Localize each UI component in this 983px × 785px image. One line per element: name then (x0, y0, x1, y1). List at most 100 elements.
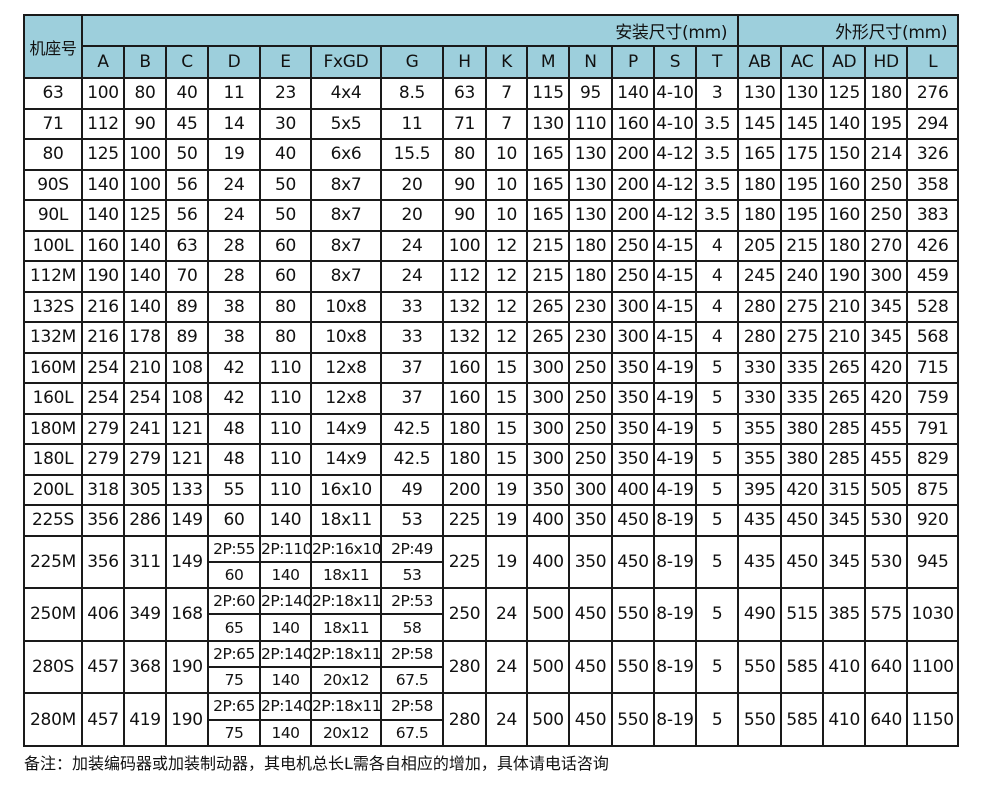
table-cell: 30 (259, 107, 312, 140)
table-cell: 210 (123, 351, 167, 384)
table-cell: 349 (123, 587, 167, 642)
table-cell: 265 (526, 290, 570, 323)
table-cell: 4 (694, 321, 740, 354)
table-cell: 4 (694, 229, 740, 262)
table-cell: 4-12 (653, 168, 697, 201)
table-cell: 345 (864, 290, 909, 323)
table-cell: 225 (442, 504, 487, 537)
table-cell: 459 (906, 260, 960, 293)
table-cell: 15 (485, 443, 528, 476)
table-cell: 125 (822, 77, 867, 110)
table-cell: 110 (259, 412, 312, 445)
table-cell: 250 (568, 412, 613, 445)
table-cell: 60 (207, 560, 261, 590)
table-cell: 254 (81, 382, 125, 415)
table-cell: 250 (864, 199, 909, 232)
table-cell: 12 (485, 260, 528, 293)
table-cell: 33 (380, 321, 444, 354)
table-cell: 350 (611, 351, 655, 384)
table-cell: 20x12 (310, 718, 382, 747)
table-cell: 165 (526, 138, 570, 171)
table-cell: 276 (906, 77, 960, 110)
table-cell: 305 (123, 473, 167, 506)
frame-cell: 132M (23, 321, 83, 354)
table-cell: 140 (259, 560, 312, 590)
table-cell: 24 (207, 168, 261, 201)
table-row: 160L 254 254 108 42 110 12x8 37 160 15 300 250 350 4-… (23, 382, 960, 415)
table-cell: 450 (568, 692, 613, 747)
table-cell: 140 (822, 107, 867, 140)
table-cell: 250 (611, 260, 655, 293)
two-pole-cell: 2P:55 (207, 534, 261, 563)
table-cell: 50 (165, 138, 209, 171)
table-cell: 11 (380, 107, 444, 140)
table-cell: 350 (526, 473, 570, 506)
frame-cell: 280S (23, 639, 83, 695)
table-cell: 1100 (906, 639, 960, 695)
table-cell: 140 (259, 665, 312, 695)
table-cell: 165 (737, 138, 783, 171)
table-cell: 100 (81, 77, 125, 110)
table-cell: 330 (737, 382, 783, 415)
column-header-t: T (694, 45, 740, 79)
table-cell: 18x11 (310, 613, 382, 642)
table-cell: 500 (526, 639, 570, 695)
table-cell: 130 (568, 138, 613, 171)
table-cell: 3.5 (694, 199, 740, 232)
table-cell: 1030 (906, 587, 960, 642)
table-cell: 4-15 (653, 290, 697, 323)
table-cell: 286 (123, 504, 167, 537)
table-cell: 37 (380, 382, 444, 415)
table-cell: 33 (380, 290, 444, 323)
table-cell: 250 (568, 443, 613, 476)
frame-cell: 225S (23, 504, 83, 537)
table-cell: 100 (123, 138, 167, 171)
table-cell: 265 (526, 321, 570, 354)
table-cell: 130 (568, 199, 613, 232)
table-cell: 515 (780, 587, 825, 642)
table-cell: 108 (165, 351, 209, 384)
table-cell: 4 (694, 290, 740, 323)
table-cell: 450 (611, 534, 655, 590)
table-cell: 5x5 (310, 107, 382, 140)
table-cell: 265 (822, 351, 867, 384)
two-pole-cell: 2P:140 (259, 587, 312, 616)
table-cell: 28 (207, 229, 261, 262)
column-header-g: G (380, 45, 444, 79)
table-cell: 265 (822, 382, 867, 415)
table-cell: 70 (165, 260, 209, 293)
table-cell: 530 (864, 534, 909, 590)
table-cell: 19 (485, 534, 528, 590)
table-cell: 8.5 (380, 77, 444, 110)
table-row: 280M 457 419 190 2P:65 2P:140 2P:18x11 2P:58 280… (23, 692, 960, 747)
table-cell: 6x6 (310, 138, 382, 171)
column-header-ab: AB (737, 45, 783, 79)
table-cell: 24 (485, 639, 528, 695)
table-cell: 4-19 (653, 382, 697, 415)
table-cell: 205 (737, 229, 783, 262)
table-cell: 132 (442, 321, 487, 354)
table-cell: 190 (822, 260, 867, 293)
table-cell: 80 (123, 77, 167, 110)
table-cell: 14x9 (310, 412, 382, 445)
column-header-k: K (485, 45, 528, 79)
table-cell: 130 (568, 168, 613, 201)
table-cell: 125 (81, 138, 125, 171)
table-cell: 875 (906, 473, 960, 506)
table-cell: 108 (165, 382, 209, 415)
table-cell: 575 (864, 587, 909, 642)
table-cell: 50 (259, 168, 312, 201)
table-cell: 216 (81, 290, 125, 323)
table-cell: 450 (780, 534, 825, 590)
table-cell: 110 (259, 351, 312, 384)
table-cell: 4-19 (653, 473, 697, 506)
table-cell: 100 (442, 229, 487, 262)
table-cell: 63 (165, 229, 209, 262)
table-cell: 4x4 (310, 77, 382, 110)
two-pole-cell: 2P:18x11 (310, 587, 382, 616)
table-cell: 145 (737, 107, 783, 140)
table-cell: 250 (442, 587, 487, 642)
table-row-sub: 65 140 18x11 58 (24, 613, 958, 642)
table-cell: 115 (526, 77, 570, 110)
table-cell: 160 (442, 382, 487, 415)
